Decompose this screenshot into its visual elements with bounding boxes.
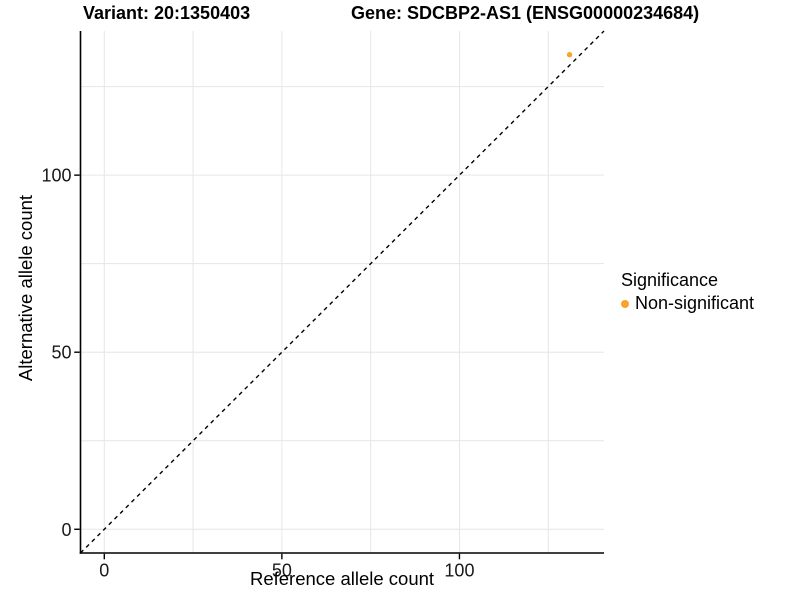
- plot-title-gene: Gene: SDCBP2-AS1 (ENSG00000234684): [351, 3, 700, 23]
- y-axis-title: Alternative allele count: [15, 194, 36, 382]
- legend: Significance Non-significant: [621, 270, 754, 314]
- identity-dashed-line: [80, 30, 605, 554]
- legend-item-label: Non-significant: [635, 293, 755, 313]
- x-tick-label: 100: [444, 561, 474, 581]
- plot-title-variant: Variant: 20:1350403: [83, 3, 251, 23]
- legend-dot-icon: [621, 299, 629, 308]
- y-tick-label: 100: [41, 166, 71, 186]
- legend-title: Significance: [621, 270, 719, 290]
- x-axis-title: Reference allele count: [249, 568, 435, 589]
- x-tick-label: 0: [99, 561, 109, 581]
- data-point: [566, 52, 573, 58]
- legend-item: Non-significant: [621, 293, 754, 314]
- x-tick-label: 50: [272, 561, 292, 581]
- y-tick-label: 50: [51, 343, 71, 363]
- y-tick-label: 0: [61, 520, 71, 540]
